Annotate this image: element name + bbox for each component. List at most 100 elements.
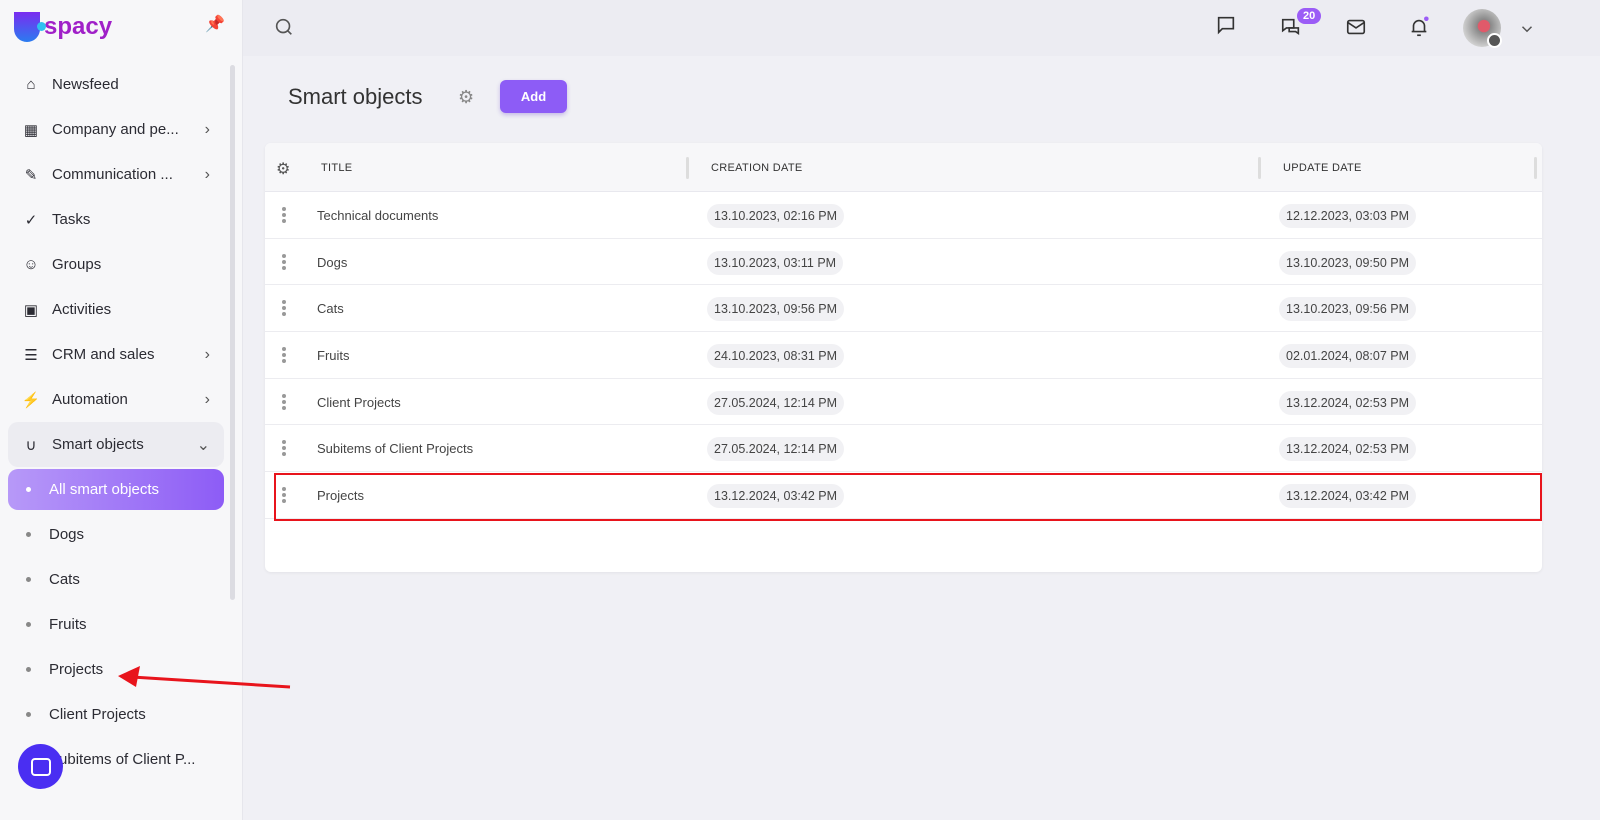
row-title[interactable]: Fruits [317, 348, 350, 364]
column-update-date[interactable]: UPDATE DATE [1283, 162, 1362, 174]
sidebar-item-label: Smart objects [52, 436, 144, 453]
chevron-right-icon: › [204, 345, 210, 363]
row-menu-icon[interactable] [282, 300, 286, 318]
table-settings-gear-icon[interactable]: ⚙ [276, 161, 291, 178]
sidebar-item-activities[interactable]: ▣ Activities [8, 287, 224, 332]
sidebar-scrollbar[interactable] [230, 65, 235, 600]
sidebar-item-label: Tasks [52, 211, 91, 228]
support-chat-button[interactable] [18, 744, 63, 789]
sidebar-item-label: Newsfeed [52, 76, 119, 93]
calendar-icon: ▣ [23, 301, 39, 319]
update-date: 13.12.2024, 02:53 PM [1279, 437, 1417, 462]
mail-icon[interactable] [1345, 16, 1367, 38]
sidebar-subitem[interactable]: Client Projects [8, 692, 224, 737]
chevron-down-icon: ⌄ [196, 436, 210, 454]
sidebar-subitem[interactable]: All smart objects [8, 469, 224, 510]
sidebar-subitem[interactable]: Dogs [8, 512, 224, 557]
add-button[interactable]: Add [500, 80, 567, 113]
sidebar-subitem-label: Client Projects [49, 706, 146, 723]
column-creation-date[interactable]: CREATION DATE [711, 162, 803, 174]
sidebar-item-tasks[interactable]: ✓ Tasks [8, 197, 224, 242]
update-date: 13.12.2024, 03:42 PM [1279, 484, 1417, 509]
column-resizer[interactable] [686, 157, 689, 179]
sidebar-item-communication[interactable]: ✎ Communication ... › [8, 152, 224, 197]
row-menu-icon[interactable] [282, 393, 286, 412]
update-date: 12.12.2023, 03:03 PM [1279, 204, 1417, 228]
update-date: 13.12.2024, 02:53 PM [1279, 390, 1417, 415]
sidebar-item-company-and-pe[interactable]: ▦ Company and pe... › [8, 107, 224, 152]
user-avatar[interactable] [1463, 9, 1502, 48]
chevron-right-icon: › [204, 390, 210, 408]
sidebar-subitem-label: Cats [49, 571, 80, 588]
sidebar-item-groups[interactable]: ☺ Groups [8, 242, 224, 287]
sidebar-subitem-label: Subitems of Client P... [49, 751, 196, 768]
row-menu-icon[interactable] [282, 487, 286, 505]
sidebar-item-label: Company and pe... [52, 121, 179, 138]
sidebar-item-label: CRM and sales [52, 346, 155, 363]
sidebar-subitem-label: Fruits [49, 616, 87, 633]
top-bar [243, 0, 1600, 56]
sidebar-item-label: Automation [52, 391, 128, 408]
sidebar-subitem[interactable]: Fruits [8, 602, 224, 647]
funnel-icon: ☰ [24, 346, 38, 364]
table-row[interactable]: Cats 13.10.2023, 09:56 PM 13.10.2023, 09… [265, 285, 1542, 333]
sidebar-item-smart-objects[interactable]: ∪ Smart objects ⌄ [8, 422, 224, 467]
pin-icon[interactable]: 📌 [205, 16, 225, 33]
chat-icon [30, 757, 51, 776]
sidebar-item-automation[interactable]: ⚡ Automation › [8, 377, 224, 422]
comment-icon[interactable] [1215, 14, 1237, 36]
search-icon[interactable] [273, 16, 295, 38]
update-date: 02.01.2024, 08:07 PM [1279, 344, 1417, 369]
chevron-down-icon[interactable] [1518, 18, 1536, 40]
uspacy-logo[interactable]: spacy [14, 12, 112, 42]
row-menu-icon[interactable] [282, 440, 286, 458]
sidebar-item-label: Groups [52, 256, 102, 273]
row-menu-icon[interactable] [282, 253, 286, 272]
smart-object-icon: ∪ [25, 436, 37, 454]
row-title[interactable]: Projects [317, 488, 364, 504]
sidebar-subitem-label: Projects [49, 661, 104, 678]
row-title[interactable]: Technical documents [317, 208, 439, 223]
sidebar-subitem-label: All smart objects [49, 481, 160, 498]
sidebar-nav: ⌂ Newsfeed ▦ Company and pe... › ✎ Communicati… [8, 62, 224, 782]
sidebar-item-newsfeed[interactable]: ⌂ Newsfeed [8, 62, 224, 107]
bullet-icon [26, 622, 31, 627]
bullet-icon [26, 487, 31, 492]
sidebar-subitem[interactable]: Projects [8, 647, 224, 692]
check-circle-icon: ✓ [24, 211, 38, 229]
row-menu-icon[interactable] [282, 347, 286, 365]
update-date: 13.10.2023, 09:56 PM [1279, 297, 1417, 322]
row-title[interactable]: Cats [317, 301, 344, 317]
column-resizer[interactable] [1534, 157, 1537, 179]
table-row[interactable]: Projects 13.12.2024, 03:42 PM 13.12.2024… [265, 472, 1542, 519]
bullet-icon [26, 532, 31, 537]
messages-icon[interactable] [1280, 16, 1302, 38]
smart-objects-table: ⚙ TITLE CREATION DATE UPDATE DATE Techni… [265, 143, 1542, 572]
table-row[interactable]: Technical documents 13.10.2023, 02:16 PM… [265, 192, 1542, 239]
table-row[interactable]: Fruits 24.10.2023, 08:31 PM 02.01.2024, … [265, 332, 1542, 379]
creation-date: 13.10.2023, 09:56 PM [707, 297, 845, 322]
table-row[interactable]: Client Projects 27.05.2024, 12:14 PM 13.… [265, 379, 1542, 426]
table-row[interactable]: Dogs 13.10.2023, 03:11 PM 13.10.2023, 09… [265, 239, 1542, 286]
sidebar-item-label: Activities [52, 301, 112, 318]
row-title[interactable]: Dogs [317, 254, 348, 270]
bell-icon[interactable] [1408, 16, 1430, 38]
building-icon: ▦ [23, 121, 39, 139]
chevron-right-icon: › [204, 165, 210, 183]
creation-date: 24.10.2023, 08:31 PM [707, 344, 845, 369]
table-header: ⚙ TITLE CREATION DATE UPDATE DATE [265, 143, 1542, 192]
sidebar-item-label: Communication ... [52, 166, 173, 183]
row-title[interactable]: Subitems of Client Projects [317, 441, 474, 457]
column-title[interactable]: TITLE [321, 162, 353, 174]
creation-date: 13.10.2023, 02:16 PM [707, 204, 845, 228]
users-icon: ☺ [23, 256, 39, 273]
sidebar-item-crm-and-sales[interactable]: ☰ CRM and sales › [8, 332, 224, 377]
column-resizer[interactable] [1258, 157, 1261, 179]
row-menu-icon[interactable] [282, 207, 286, 225]
gear-icon[interactable]: ⚙ [458, 87, 475, 107]
table-row[interactable]: Subitems of Client Projects 27.05.2024, … [265, 425, 1542, 473]
sidebar-subitem[interactable]: Cats [8, 557, 224, 602]
creation-date: 13.10.2023, 03:11 PM [707, 250, 844, 275]
row-title[interactable]: Client Projects [317, 394, 401, 410]
annotation-arrow [118, 666, 291, 689]
